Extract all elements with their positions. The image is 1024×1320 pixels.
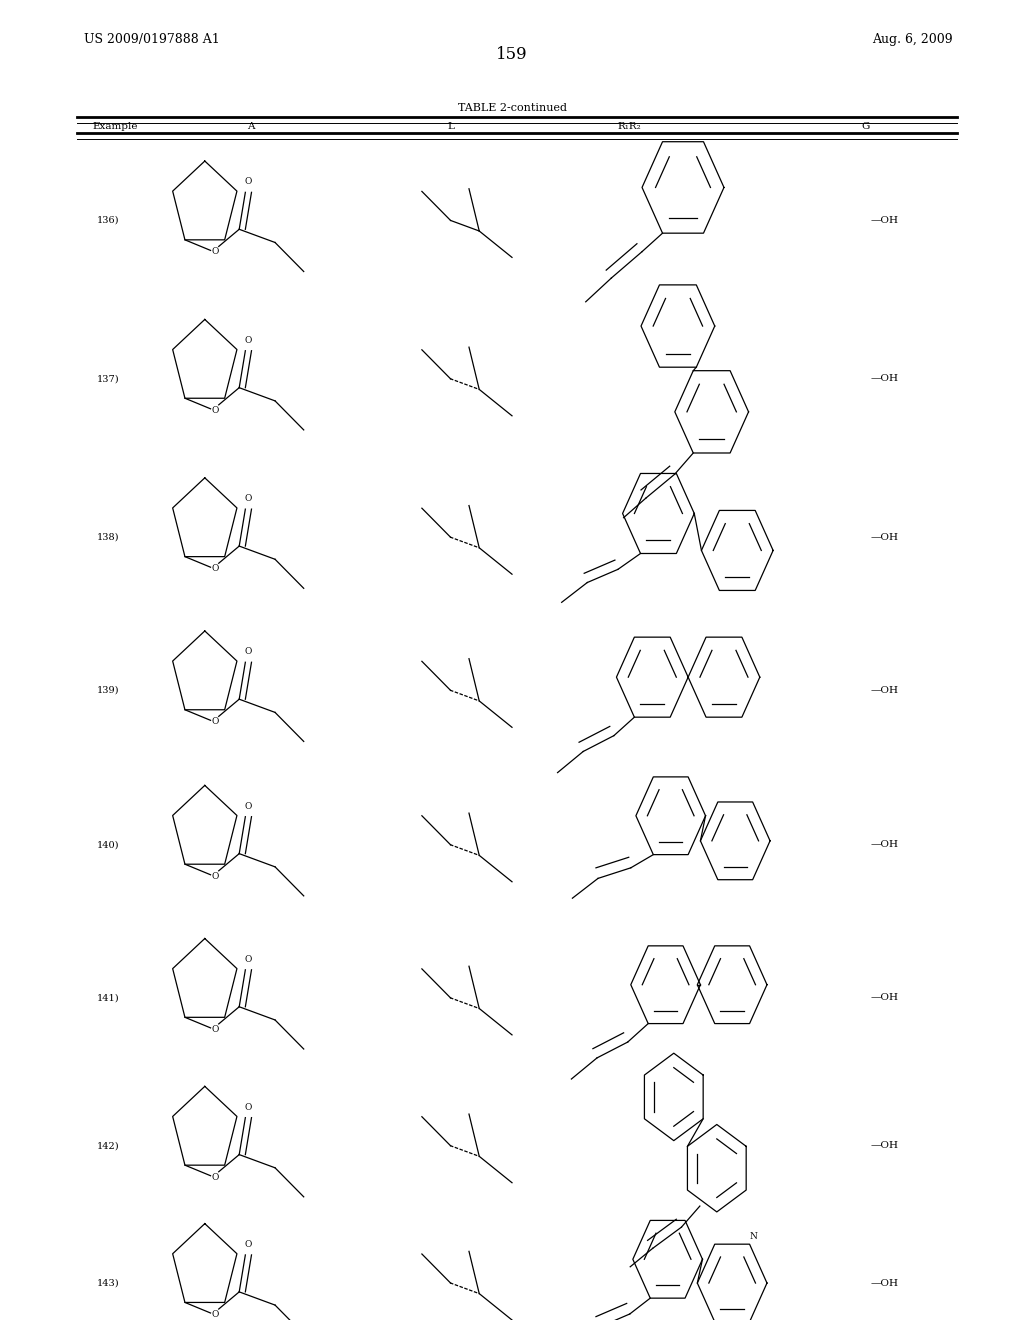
Text: 140): 140) <box>97 841 120 849</box>
Text: —OH: —OH <box>870 994 898 1002</box>
Text: O: O <box>212 405 219 414</box>
Text: 141): 141) <box>97 994 120 1002</box>
Text: O: O <box>245 335 252 345</box>
Text: O: O <box>245 1239 252 1249</box>
Text: —OH: —OH <box>870 841 898 849</box>
Text: O: O <box>245 494 252 503</box>
Text: O: O <box>212 717 219 726</box>
Text: 159: 159 <box>497 46 527 62</box>
Text: O: O <box>245 1102 252 1111</box>
Text: —OH: —OH <box>870 686 898 694</box>
Text: —OH: —OH <box>870 1142 898 1150</box>
Text: 139): 139) <box>97 686 120 694</box>
Text: 136): 136) <box>97 216 120 224</box>
Text: O: O <box>212 871 219 880</box>
Text: O: O <box>245 177 252 186</box>
Text: G: G <box>861 123 869 131</box>
Text: O: O <box>212 1309 219 1319</box>
Text: O: O <box>245 647 252 656</box>
Text: —OH: —OH <box>870 216 898 224</box>
Text: O: O <box>245 801 252 810</box>
Text: —OH: —OH <box>870 1279 898 1287</box>
Text: R₁R₂: R₁R₂ <box>617 123 642 131</box>
Text: L: L <box>447 123 454 131</box>
Text: Example: Example <box>92 123 137 131</box>
Text: O: O <box>212 564 219 573</box>
Text: —OH: —OH <box>870 375 898 383</box>
Text: O: O <box>245 954 252 964</box>
Text: TABLE 2-continued: TABLE 2-continued <box>458 103 566 114</box>
Text: A: A <box>247 123 255 131</box>
Text: 137): 137) <box>97 375 120 383</box>
Text: 142): 142) <box>97 1142 120 1150</box>
Text: US 2009/0197888 A1: US 2009/0197888 A1 <box>84 33 220 46</box>
Text: O: O <box>212 247 219 256</box>
Text: —OH: —OH <box>870 533 898 541</box>
Text: 138): 138) <box>97 533 120 541</box>
Text: 143): 143) <box>97 1279 120 1287</box>
Text: O: O <box>212 1024 219 1034</box>
Text: Aug. 6, 2009: Aug. 6, 2009 <box>871 33 952 46</box>
Text: O: O <box>212 1172 219 1181</box>
Text: N: N <box>750 1232 758 1241</box>
